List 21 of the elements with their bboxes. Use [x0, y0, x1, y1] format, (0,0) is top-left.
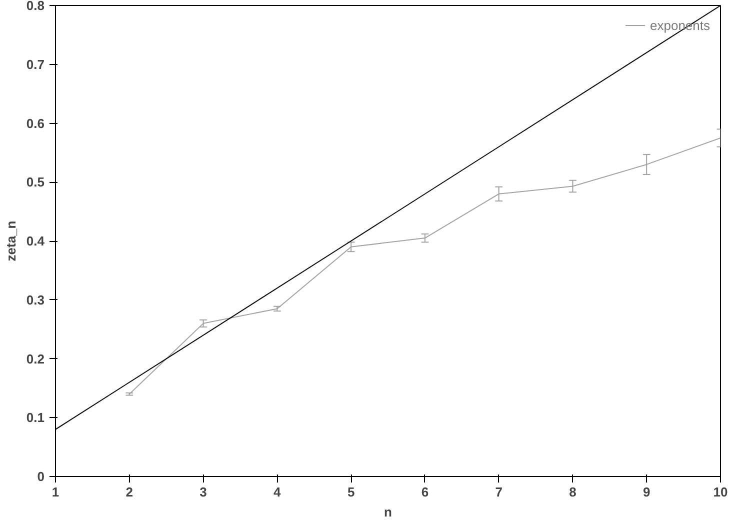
x-tick-label: 7: [495, 484, 502, 500]
y-tick-label: 0: [37, 469, 45, 484]
y-tick-label: 0.1: [26, 410, 45, 426]
y-tick-label: 0.6: [26, 116, 45, 131]
x-tick-label: 4: [274, 484, 282, 500]
x-tick-label: 9: [642, 484, 650, 500]
x-tick-label: 10: [713, 484, 728, 500]
y-tick-label: 0.7: [26, 56, 45, 72]
x-tick-label: 8: [569, 484, 576, 500]
y-tick-label: 0.4: [26, 234, 46, 248]
x-tick-label: 2: [126, 484, 134, 500]
x-tick-label: 1: [52, 484, 60, 500]
x-tick-label: 6: [421, 484, 429, 500]
x-tick-label: 3: [200, 484, 207, 500]
y-tick-label: 0.8: [26, 0, 45, 13]
y-tick-label: 0.3: [26, 292, 45, 308]
y-tick-label: 0.5: [26, 174, 45, 190]
y-axis-title: zeta_n: [3, 220, 18, 262]
x-axis-title: n: [384, 504, 392, 520]
x-tick-label: 5: [347, 484, 355, 500]
y-tick-label: 0.2: [26, 351, 45, 366]
